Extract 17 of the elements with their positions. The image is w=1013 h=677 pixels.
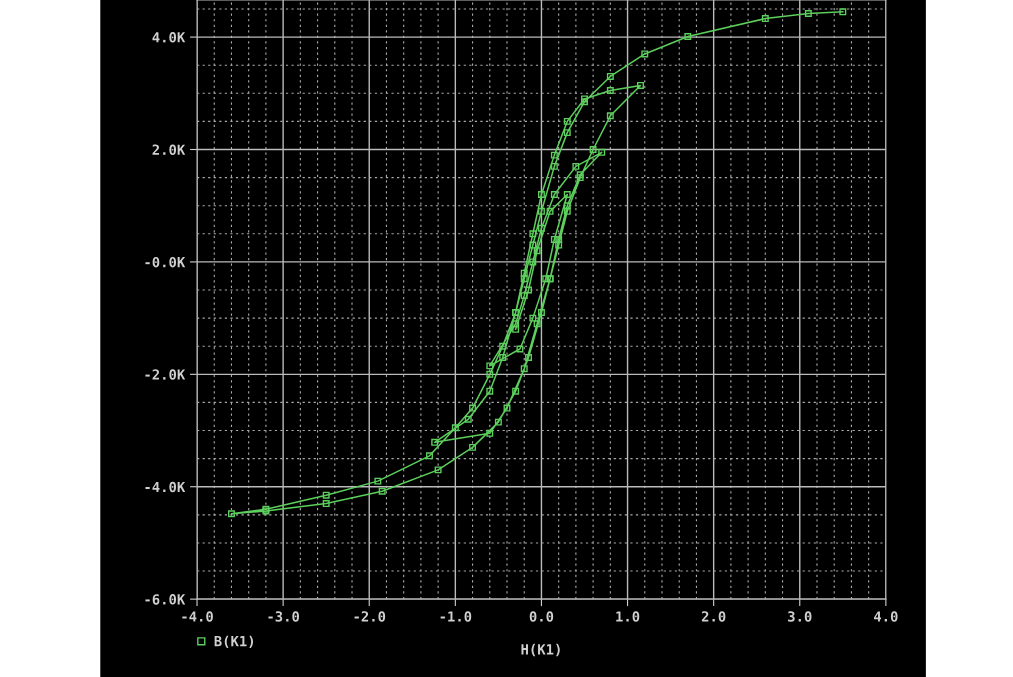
y-tick-label: -4.0K <box>145 481 186 493</box>
x-tick-label: 2.0 <box>701 611 726 622</box>
x-tick-label: 1.0 <box>616 611 640 622</box>
y-tick-label: 4.0K <box>152 32 186 43</box>
x-axis-title: H(K1) <box>521 643 560 657</box>
y-tick-label: 2.0K <box>152 144 186 155</box>
y-tick-label: -6.0K <box>145 594 186 605</box>
legend-label: B(K1) <box>214 635 254 648</box>
y-tick-label: -2.0K <box>145 369 186 380</box>
x-tick-label: -4.0 <box>182 611 213 622</box>
x-tick-label: -2.0 <box>354 611 386 622</box>
y-tick-label: -0.0K <box>145 256 186 268</box>
x-tick-label: 0.0 <box>529 611 554 622</box>
x-tick-label: -1.0 <box>440 611 472 622</box>
x-tick-label: 4.0 <box>874 611 898 622</box>
x-tick-label: -3.0 <box>268 611 300 622</box>
x-tick-label: 3.0 <box>788 611 812 622</box>
